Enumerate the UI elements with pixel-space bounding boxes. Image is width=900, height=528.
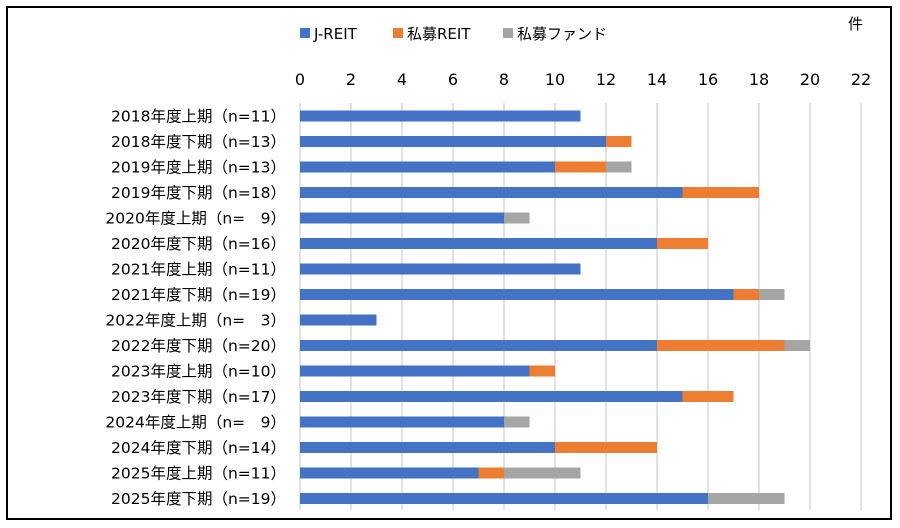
category-label: 2021年度下期（n=19） [111,286,286,304]
bar-segment [529,365,555,377]
bars [300,110,810,504]
bar-segment [733,289,759,300]
category-label: 2019年度下期（n=18） [111,184,286,202]
category-label: 2025年度下期（n=19） [111,490,286,508]
category-label: 2018年度上期（n=11） [111,108,286,126]
bar-segment [300,467,479,479]
bar-segment [300,391,683,402]
bar-segment [504,416,530,428]
category-label: 2018年度下期（n=13） [111,133,286,151]
category-label: 2019年度上期（n=13） [111,159,286,177]
x-axis-ticks: 0 2 4 6 8 10 12 14 16 18 20 22 [295,70,871,89]
x-tick-label: 6 [448,70,458,89]
bar-segment [657,238,708,249]
legend-label-private-fund: 私募ファンド [517,25,607,43]
category-label: 2021年度上期（n=11） [111,261,286,279]
bar-segment [478,467,504,479]
bar-segment [606,161,632,173]
bar-segment [300,340,657,351]
legend-swatch-private-reit [393,28,403,38]
category-label: 2025年度上期（n=11） [111,465,286,483]
bar-segment [300,263,581,275]
x-tick-label: 12 [596,70,616,89]
bar-segment [504,467,581,479]
bar-segment [300,365,530,377]
bar-segment [555,442,657,453]
bar-segment [682,391,734,402]
x-tick-label: 4 [397,70,407,89]
x-tick-label: 14 [647,70,667,89]
bar-segment [300,187,683,198]
bar-segment [606,136,632,147]
category-label: 2020年度上期（n= 9） [105,210,286,228]
x-tick-label: 8 [499,70,509,89]
unit-label: 件 [848,15,863,33]
chart-frame [6,6,892,520]
bar-segment [300,416,504,428]
bar-segment [300,238,657,249]
bar-segment [504,212,530,224]
x-tick-label: 16 [698,70,718,89]
bar-segment [555,161,606,173]
legend-swatch-jreit [300,28,310,38]
legend: J-REIT 私募REIT 私募ファンド [300,25,607,43]
legend-swatch-private-fund [503,28,513,38]
x-tick-label: 18 [749,70,769,89]
category-label: 2023年度下期（n=17） [111,388,286,406]
bar-segment [682,187,759,198]
legend-label-private-reit: 私募REIT [407,25,471,43]
bar-segment [708,493,785,504]
bar-segment [300,314,377,326]
bar-segment [300,110,581,122]
x-tick-label: 0 [295,70,305,89]
bar-segment [657,340,785,351]
category-label: 2024年度下期（n=14） [111,439,286,457]
bar-segment [300,212,504,224]
category-label: 2022年度下期（n=20） [111,337,286,355]
bar-segment [300,136,606,147]
category-label: 2023年度上期（n=10） [111,363,286,381]
bar-segment [759,289,785,300]
category-label: 2020年度下期（n=16） [111,235,286,253]
x-tick-label: 22 [851,70,871,89]
category-label: 2024年度上期（n= 9） [105,414,286,432]
bar-segment [300,442,555,453]
category-label: 2022年度上期（n= 3） [105,312,286,330]
category-labels: 2018年度上期（n=11） 2018年度下期（n=13） 2019年度上期（n=1… [105,108,286,509]
x-tick-label: 2 [346,70,356,89]
bar-segment [300,493,708,504]
bar-segment [300,289,734,300]
x-tick-label: 20 [800,70,820,89]
x-tick-label: 10 [545,70,565,89]
bar-segment [300,161,555,173]
legend-label-jreit: J-REIT [313,25,358,43]
bar-segment [784,340,810,351]
